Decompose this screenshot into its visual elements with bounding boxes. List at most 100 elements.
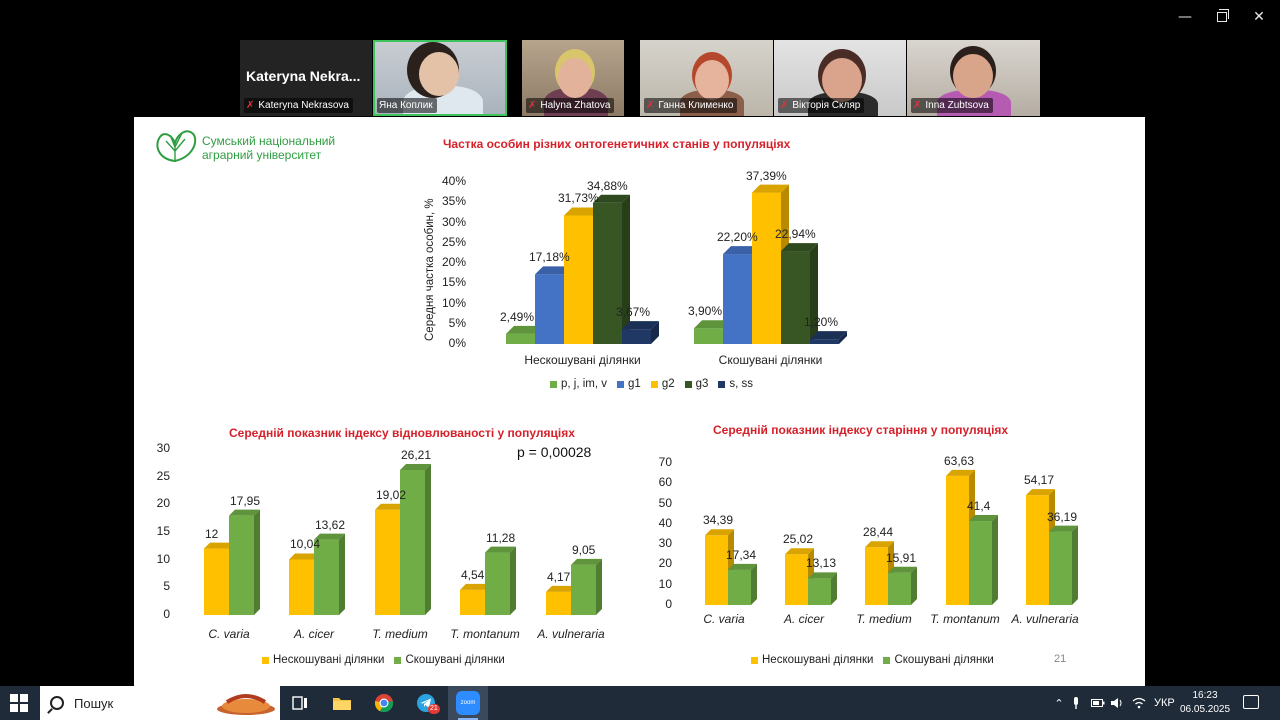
legend-label: p, j, im, v [561,378,608,390]
bar-2-4 [485,546,516,615]
y-tick-label: 20 [156,496,170,511]
maximize-button[interactable] [1207,6,1237,28]
telegram-badge: 21 [428,704,440,714]
zoom-button[interactable]: zoom [448,686,488,720]
chart2-pvalue: p = 0,00028 [517,444,592,460]
start-button[interactable] [10,694,28,712]
data-label: 54,17 [1024,473,1055,488]
participant-tile-hanna[interactable]: ✗ Ганна Клименко [640,40,773,116]
bar-4-1 [593,194,630,344]
minimize-button[interactable]: — [1178,9,1192,25]
category-label: A. cicer [783,612,824,626]
participant-tile-viktoriia[interactable]: ✗ Вікторія Скляр [774,40,906,116]
category-label: Нескошувані ділянки [524,353,641,367]
legend-swatch [550,380,557,388]
data-label: 17,18% [529,250,570,265]
participant-label: ✗ Kateryna Nekrasova [244,98,353,113]
legend-item: Нескошувані ділянки [262,654,384,666]
chart1-title: Частка особин різних онтогенетичних стан… [443,137,791,151]
y-tick-label: 20 [658,556,672,571]
wifi-icon[interactable] [1132,686,1148,720]
participant-label: ✗ Вікторія Скляр [778,98,865,113]
chart2-plot [204,463,602,615]
data-label: 31,73% [558,191,599,206]
search-placeholder: Пошук [74,695,114,711]
y-tick-label: 20% [441,255,466,269]
participant-tile-halyna[interactable]: ✗ Halyna Zhatova [522,40,624,116]
legend-label: g3 [695,378,709,390]
y-tick-label: 0% [448,336,466,350]
participant-label: ✗ Ганна Клименко [644,98,738,113]
close-button[interactable]: ✕ [1253,9,1265,25]
chart3-legend: Нескошувані ділянки Скошувані ділянки [751,654,994,666]
data-label: 28,44 [863,525,894,540]
participant-big-name: Kateryna Nekra... [246,68,361,84]
y-tick-label: 25% [441,234,466,249]
task-view-button[interactable] [280,686,320,720]
y-tick-label: 50 [658,495,672,510]
data-label: 13,62 [315,517,346,532]
video-face [419,52,459,96]
data-label: 26,21 [401,447,432,462]
system-clock[interactable]: 16:23 06.05.2025 [1180,690,1231,715]
bar-4-2 [781,243,818,344]
y-tick-label: 25 [156,468,170,483]
bar-2-2 [808,572,837,605]
data-label: 22,94% [775,227,816,242]
restore-icon [1217,9,1229,22]
video-face [695,60,729,100]
legend-item: p, j, im, v [550,378,607,390]
chart2-title: Середній показник індексу відновлюваност… [229,426,575,440]
mic-muted-icon: ✗ [780,100,789,111]
folder-icon [333,698,351,710]
notifications-icon[interactable] [1243,695,1259,709]
battery-icon[interactable] [1091,686,1107,720]
tray-overflow-chevron-icon[interactable]: ⌃ [1054,697,1064,710]
video-face [822,58,862,102]
chrome-icon [374,694,394,713]
legend-label: s, ss [729,378,754,390]
telegram-button[interactable]: 21 [406,686,446,720]
category-label: Скошувані ділянки [718,353,823,367]
y-tick-label: 60 [658,475,672,490]
language-indicator[interactable]: УКР [1154,697,1175,709]
data-label: 3,90% [688,304,723,319]
y-tick-label: 30% [441,214,466,229]
legend-swatch [617,380,625,388]
chrome-button[interactable] [364,686,404,720]
data-label: 17,95 [230,493,261,508]
data-label: 2,49% [500,309,535,324]
participant-tile-inna[interactable]: ✗ Inna Zubtsova [907,40,1040,116]
y-tick-label: 35% [441,194,466,209]
data-label: 34,39 [703,513,734,528]
microphone-icon[interactable] [1072,686,1084,720]
y-tick-label: 15% [441,275,466,290]
video-face [558,58,592,98]
y-tick-label: 5 [163,579,170,594]
legend-swatch [751,656,758,664]
legend-label: g1 [628,378,641,390]
legend-item: s, ss [718,378,753,390]
volume-icon[interactable] [1110,686,1126,720]
file-explorer-button[interactable] [322,686,362,720]
data-label: 4,54 [461,567,485,582]
participant-tile-kateryna[interactable]: Kateryna Nekra... ✗ Kateryna Nekrasova [240,40,372,116]
data-label: 4,17 [547,569,571,584]
bar-2-1 [229,509,260,615]
legend-swatch [262,656,269,664]
university-name: Сумський національний аграрний університ… [202,134,336,162]
legend-label: Нескошувані ділянки [273,654,385,666]
data-label: 11,28 [486,530,516,545]
y-tick-label: 30 [156,441,170,455]
legend-label: Скошувані ділянки [405,654,505,666]
participant-tile-yana[interactable]: Яна Коплик [373,40,507,116]
chart3-plot [705,469,1078,605]
legend-item: g1 [617,378,641,390]
data-label: 34,88% [587,178,628,193]
legend-label: Нескошувані ділянки [762,654,874,666]
legend-item: g3 [684,378,709,390]
category-label: T. montanum [450,627,520,641]
legend-label: g2 [661,378,675,390]
participant-label: Яна Коплик [377,98,437,113]
data-label: 9,05 [572,542,596,557]
